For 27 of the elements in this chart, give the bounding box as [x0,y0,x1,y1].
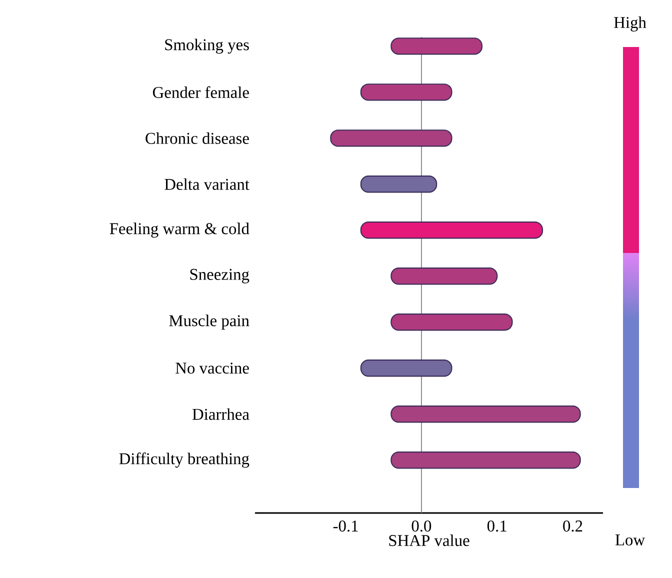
x-tick-label: 0.1 [487,520,506,532]
x-tick-label: -0.1 [333,520,358,532]
x-axis-title: SHAP value [389,534,470,546]
y-tick-label: Smoking yes [165,38,249,54]
y-tick-label: No vaccine [176,362,249,374]
text: Low [615,534,645,546]
y-tick-label: Diarrhea [192,408,250,420]
bar [360,222,544,239]
y-tick-label: Sneezing [190,268,250,284]
y-tick-label: Chronic disease [146,132,249,144]
bar [330,130,452,147]
x-tick-label: 0.0 [412,520,432,532]
y-tick-label: Delta variant [164,178,250,190]
bar [390,38,483,55]
bar [360,84,452,101]
bar [360,360,452,377]
bar [390,406,581,423]
y-tick-label: Difficulty breathing [119,452,250,468]
y-tick-label: Muscle pain [169,314,250,330]
bar [390,314,513,331]
y-tick-label: Feeling warm & cold [110,222,250,238]
bar [390,268,498,285]
bar [390,452,581,469]
x-tick-label: 0.2 [563,520,582,532]
y-tick-label: Gender female [152,86,249,98]
text: High [614,16,646,32]
bar [360,176,438,193]
